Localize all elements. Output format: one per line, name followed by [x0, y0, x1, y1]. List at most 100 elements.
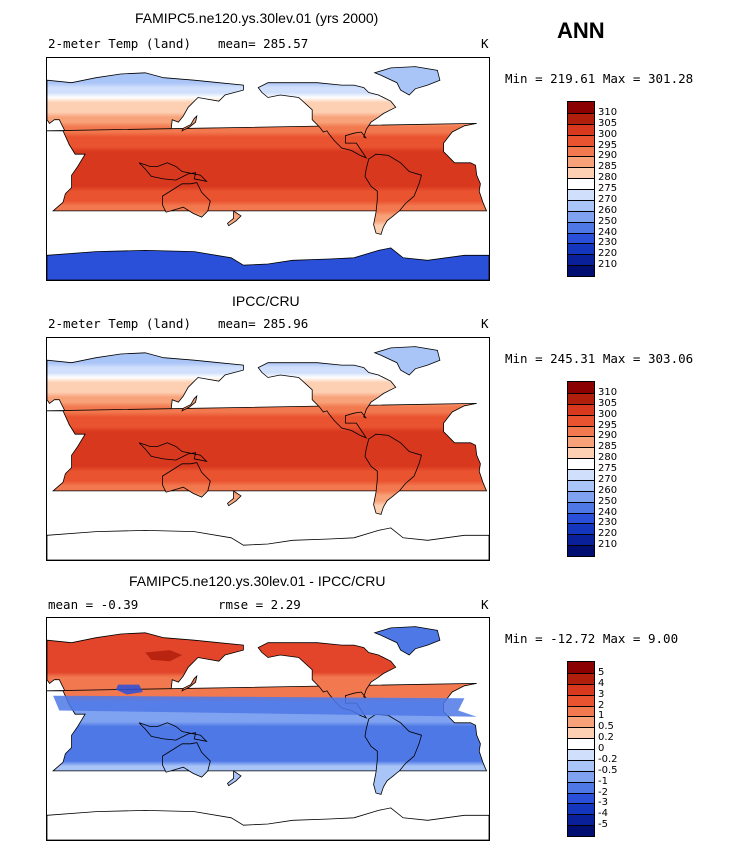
colorbar-tick-label: -2 [598, 786, 608, 798]
panel-3-unit: K [481, 597, 489, 612]
panel-1-title: FAMIPC5.ne120.ys.30lev.01 (yrs 2000) [135, 10, 379, 26]
colorbar-tick-label: 260 [598, 204, 618, 216]
colorbar-swatch [568, 814, 594, 827]
colorbar-tick-label: 305 [598, 117, 618, 129]
landmass-indonesia [138, 162, 208, 182]
landmass-nz [226, 490, 242, 507]
colorbar-tick-label: 0 [598, 743, 605, 754]
colorbar-tick-label: -4 [598, 808, 608, 820]
landmass-greenland [373, 626, 441, 656]
colorbar-tick-label: 290 [598, 430, 618, 442]
colorbar-tick-label: 300 [598, 408, 618, 420]
colorbar-tick-label: 300 [598, 128, 618, 140]
colorbar-swatch [568, 683, 594, 696]
colorbar-tick-label: 275 [598, 183, 618, 194]
colorbar-swatch [568, 479, 594, 492]
colorbar-swatch [568, 545, 594, 556]
colorbar-swatch [568, 102, 594, 114]
colorbar-tick-label: 295 [598, 419, 618, 431]
colorbar-tick-label: 230 [598, 237, 618, 249]
colorbar-tick-label: 285 [598, 161, 618, 173]
landmass-japan [181, 674, 198, 692]
colorbar-swatch [568, 738, 594, 750]
colorbar-tick-label: 230 [598, 517, 618, 529]
landmass-nz [226, 210, 242, 227]
colorbar-tick-label: 240 [598, 506, 618, 518]
colorbar-swatch [568, 199, 594, 212]
anomaly-sahara [53, 695, 477, 717]
panel-2-title: IPCC/CRU [232, 293, 300, 309]
colorbar-tick-label: 1 [598, 710, 605, 722]
colorbar-tick-label: 250 [598, 215, 618, 227]
colorbar-swatch [568, 265, 594, 276]
landmass-namerica [257, 82, 397, 159]
colorbar-swatch [568, 662, 594, 674]
colorbar-tick-label: 210 [598, 539, 618, 551]
colorbar-swatch [568, 447, 594, 460]
colorbar-swatch [568, 534, 594, 547]
panel-1-minmax: Min = 219.61 Max = 301.28 [505, 71, 694, 86]
panel-2-minmax: Min = 245.31 Max = 303.06 [505, 351, 694, 366]
landmass-samerica [364, 433, 422, 515]
panel-2-mean: mean= 285.96 [218, 316, 309, 331]
panel-3-colorbar [567, 661, 595, 837]
colorbar-swatch [568, 403, 594, 416]
colorbar-swatch [568, 167, 594, 180]
panel-1-unit: K [481, 36, 489, 51]
colorbar-tick-label: 3 [598, 688, 605, 700]
landmass-samerica [364, 153, 422, 235]
colorbar-swatch [568, 803, 594, 816]
colorbar-tick-label: 270 [598, 193, 618, 205]
colorbar-swatch [568, 490, 594, 503]
landmass-japan [181, 394, 198, 412]
colorbar-tick-label: 295 [598, 139, 618, 151]
colorbar-swatch [568, 469, 594, 481]
map-svg [47, 626, 489, 840]
colorbar-swatch [568, 501, 594, 514]
panel-2-unit: K [481, 316, 489, 331]
map-svg [47, 66, 489, 280]
colorbar-tick-label: 0.5 [598, 721, 614, 733]
colorbar-swatch [568, 759, 594, 772]
colorbar-tick-label: 275 [598, 463, 618, 474]
panel-2-map [46, 337, 490, 561]
colorbar-swatch [568, 694, 594, 707]
colorbar-tick-label: -0.5 [598, 764, 618, 776]
colorbar-tick-label: -1 [598, 775, 608, 787]
colorbar-swatch [568, 123, 594, 136]
colorbar-tick-label: -0.2 [598, 753, 618, 765]
panel-3-minmax: Min = -12.72 Max = 9.00 [505, 631, 679, 646]
colorbar-swatch [568, 414, 594, 427]
colorbar-tick-label: 290 [598, 150, 618, 162]
panel-1-mean: mean= 285.57 [218, 36, 309, 51]
landmass-africa [47, 123, 488, 212]
colorbar-swatch [568, 189, 594, 201]
panel-3-map [46, 617, 490, 841]
anomaly-tibet [115, 684, 143, 695]
colorbar-tick-label: 285 [598, 441, 618, 453]
colorbar-tick-label: 220 [598, 528, 618, 540]
colorbar-swatch [568, 425, 594, 438]
landmass-antarctica [47, 807, 489, 840]
colorbar-tick-label: 210 [598, 259, 618, 271]
colorbar-swatch [568, 145, 594, 158]
colorbar-tick-label: 280 [598, 172, 618, 184]
panel-2-colorbar [567, 381, 595, 557]
panel-1-colorbar [567, 101, 595, 277]
colorbar-tick-label: 2 [598, 699, 605, 711]
colorbar-tick-label: 5 [598, 666, 605, 678]
season-label: ANN [557, 18, 605, 43]
colorbar-swatch [568, 210, 594, 223]
colorbar-tick-label: -3 [598, 797, 608, 809]
map-svg [47, 346, 489, 560]
landmass-samerica [364, 713, 422, 795]
landmass-nz [226, 770, 242, 787]
colorbar-swatch [568, 178, 594, 190]
colorbar-tick-label: 260 [598, 484, 618, 496]
colorbar-swatch [568, 134, 594, 147]
panel-3-title: FAMIPC5.ne120.ys.30lev.01 - IPCC/CRU [129, 573, 386, 589]
colorbar-swatch [568, 749, 594, 761]
colorbar-swatch [568, 392, 594, 405]
colorbar-swatch [568, 382, 594, 394]
landmass-australia [162, 182, 211, 218]
